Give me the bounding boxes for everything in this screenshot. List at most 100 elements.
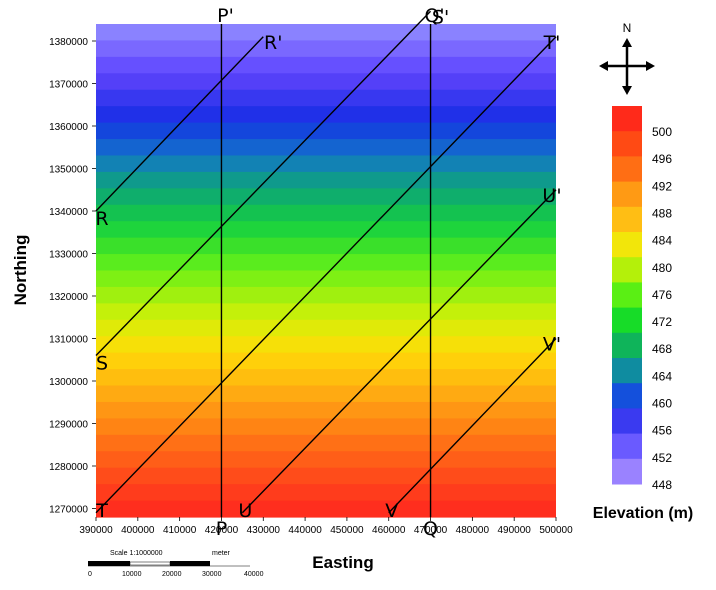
legend-swatch [612,307,642,334]
legend-swatch [612,332,642,359]
legend-label: 472 [652,315,672,329]
x-tick-label: 450000 [330,525,364,536]
elevation-band [96,24,556,42]
legend-swatch [612,181,642,208]
profile-line [388,338,557,514]
elevation-band [96,204,556,222]
elevation-band [96,401,556,419]
elevation-band [96,122,556,140]
x-tick-label: 390000 [79,525,113,536]
legend-title: Elevation (m) [593,505,693,522]
elevation-band [96,221,556,239]
north-label: N [623,21,632,35]
legend-label: 500 [652,125,672,139]
scale-bar: Scale 1:1000000 meter 0 10000 20000 30000 40… [88,550,264,578]
y-tick-label: 1270000 [49,505,88,516]
profile-start-label: P [216,518,227,540]
profile-start-label: V [385,500,398,522]
profile-end-label: R' [264,32,282,54]
x-tick-label: 470000 [414,525,448,536]
x-axis-title: Easting [312,553,373,572]
legend-swatch [612,282,642,309]
elevation-band [96,352,556,370]
elevation-band [96,369,556,387]
y-tick-label: 1290000 [49,420,88,431]
legend-swatch [612,131,642,157]
legend-swatch [612,433,642,460]
scale-label: 10000 [122,571,142,578]
legend-label: 480 [652,261,672,275]
elevation-band [96,89,556,107]
elevation-band [96,56,556,74]
elevation-band [96,286,556,304]
x-tick-label: 440000 [288,525,322,536]
elevation-band [96,139,556,157]
x-tick-label: 410000 [163,525,197,536]
profile-line [95,36,264,212]
elevation-band [96,484,556,502]
elevation-band [96,303,556,321]
y-axis-ticks: 1270000 1280000 1290000 1300000 1310000 13200… [49,37,96,516]
elevation-band [96,270,556,288]
x-tick-label: 400000 [121,525,155,536]
x-tick-label: 420000 [205,525,239,536]
y-tick-label: 1370000 [49,80,88,91]
profile-end-label: U' [542,185,561,207]
y-tick-label: 1330000 [49,250,88,261]
profile-end-label: P' [217,5,234,27]
legend-label: 476 [652,288,672,302]
legend-label: 492 [652,179,672,193]
y-tick-label: 1320000 [49,292,88,303]
elevation-band [96,434,556,452]
legend-label: 448 [652,478,672,492]
scale-label: 20000 [162,571,182,578]
elevation-band [96,155,556,173]
profile-end-label: S' [432,6,449,28]
scale-unit: meter [212,550,231,557]
y-tick-label: 1380000 [49,37,88,48]
y-tick-label: 1350000 [49,165,88,176]
elevation-band [96,451,556,469]
legend-label: 484 [652,234,672,248]
profile-start-label: T [95,500,108,522]
legend-swatch [612,458,642,485]
legend-swatch [612,232,642,258]
scale-text: Scale 1:1000000 [110,550,163,557]
y-tick-label: 1310000 [49,335,88,346]
profile-start-label: Q [423,518,438,540]
legend-label: 456 [652,424,672,438]
profile-start-label: S [96,353,108,375]
elevation-band [96,336,556,354]
x-tick-label: 460000 [372,525,406,536]
legend-label: 468 [652,342,672,356]
legend-label: 488 [652,206,672,220]
profile-end-label: T' [543,32,561,54]
legend-label: 460 [652,397,672,411]
elevation-band [96,73,556,91]
elevation-band [96,385,556,403]
x-tick-label: 500000 [539,525,573,536]
scale-segment-2 [129,561,171,566]
profile-end-label: Q' [424,5,444,27]
elevation-band [96,106,556,124]
scale-labels: 0 10000 20000 30000 40000 [88,571,264,578]
x-axis-ticks: 390000 400000 410000 420000 430000 440000 4500… [79,517,573,536]
y-tick-label: 1360000 [49,122,88,133]
compass-cross-icon [599,38,655,95]
north-arrow: N [599,21,655,95]
scale-label: 40000 [244,571,264,578]
profile-start-label: R [95,208,108,230]
elevation-band [96,254,556,272]
elevation-band [96,467,556,485]
legend-swatch [612,358,642,384]
y-tick-label: 1300000 [49,377,88,388]
legend-swatch [612,156,642,183]
elevation-band [96,319,556,337]
scale-segment-1 [88,561,130,566]
profile-line [95,10,432,356]
profile-start-label: U [238,500,252,522]
legend-swatch [612,206,642,233]
elevation-bands [96,24,556,518]
y-tick-label: 1340000 [49,207,88,218]
